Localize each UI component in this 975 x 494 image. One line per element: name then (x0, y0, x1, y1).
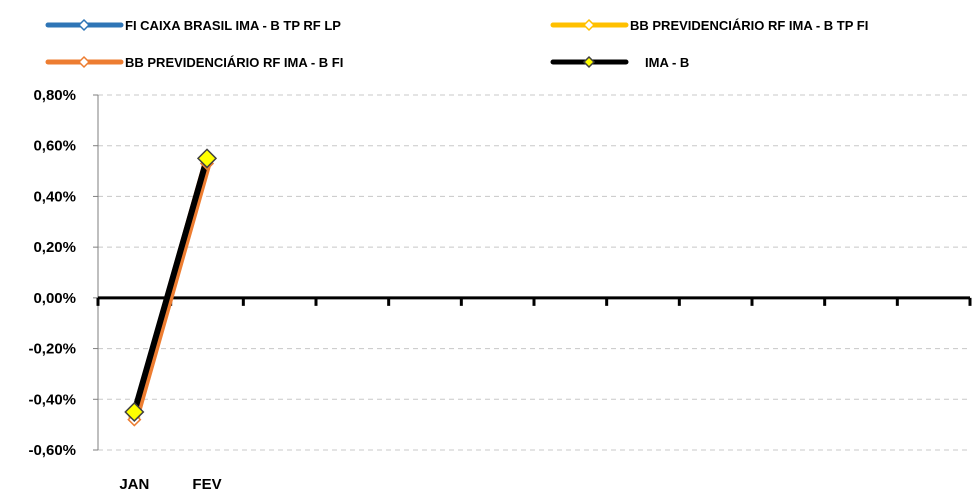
legend-label: IMA - B (645, 55, 689, 70)
y-tick-label: 0,80% (33, 87, 76, 104)
legend-marker (77, 55, 91, 69)
legend-label: BB PREVIDENCIÁRIO RF IMA - B TP FI (630, 18, 868, 33)
series-line (131, 155, 210, 415)
gridlines (98, 94, 970, 451)
legend-label: BB PREVIDENCIÁRIO RF IMA - B FI (125, 55, 343, 70)
y-tick-label: 0,20% (33, 239, 76, 256)
legend-marker (77, 18, 91, 32)
y-tick-label: 0,60% (33, 138, 76, 155)
y-tick-label: -0,20% (28, 341, 76, 358)
data-point-marker (124, 401, 145, 423)
data-point-marker (196, 148, 218, 169)
series-lines (124, 148, 218, 427)
y-tick-label: -0,40% (28, 391, 76, 408)
legend-marker (582, 55, 596, 69)
legend-marker (582, 18, 596, 32)
y-tick-label: -0,60% (28, 442, 76, 459)
y-tick-label: 0,00% (33, 290, 76, 307)
x-tick-label: FEV (192, 476, 221, 493)
x-tick-label: JAN (119, 476, 149, 493)
legend-label: FI CAIXA BRASIL IMA - B TP RF LP (125, 18, 341, 33)
y-tick-label: 0,40% (33, 188, 76, 205)
legend: FI CAIXA BRASIL IMA - B TP RF LP BB PREVI… (45, 18, 868, 70)
axes: 0,80% 0,60% 0,40% 0,20% 0,00% -0,20% -0,40% -0,… (28, 87, 972, 493)
